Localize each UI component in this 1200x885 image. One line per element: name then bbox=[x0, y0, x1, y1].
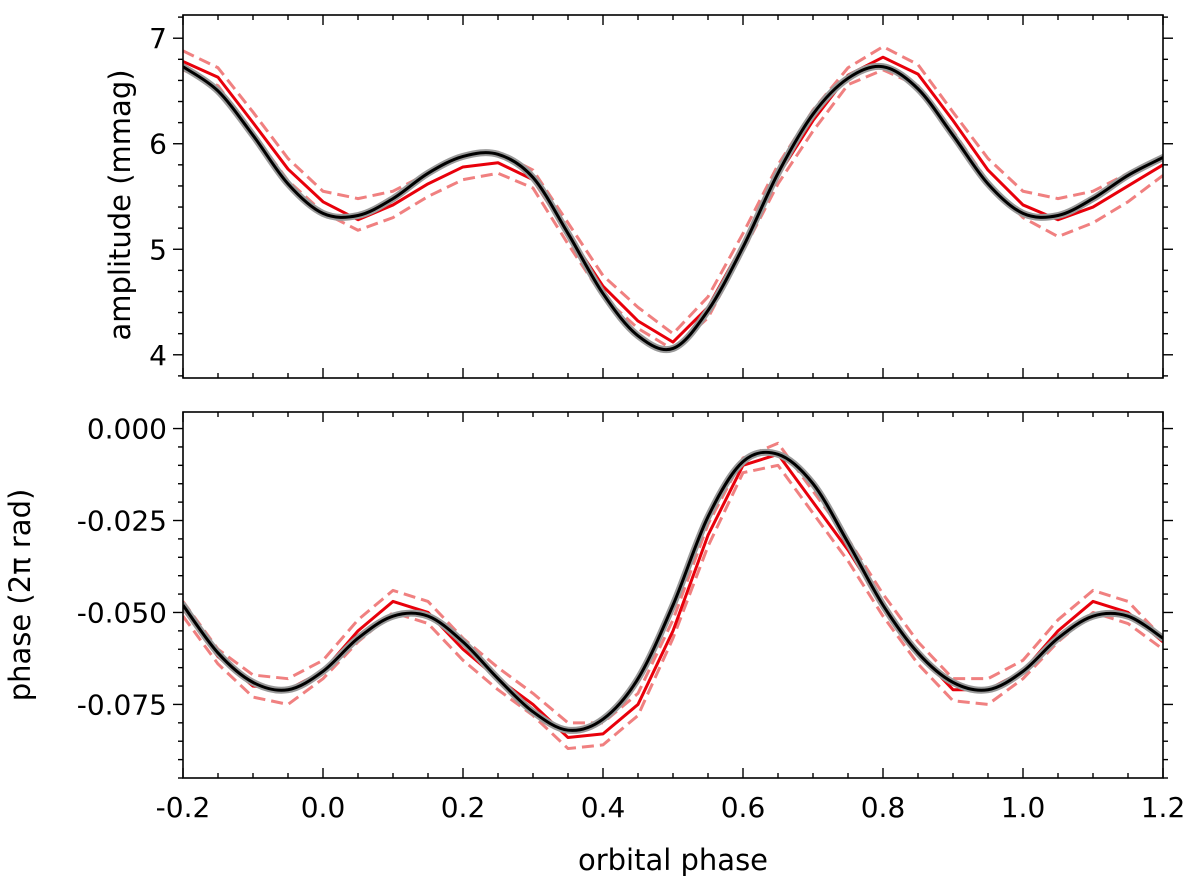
amp-y-tick-label: 7 bbox=[149, 22, 167, 55]
amp-series-dashed-light-red-0 bbox=[183, 45, 1163, 336]
phase-series-dashed-light-red-1 bbox=[183, 463, 1163, 751]
phase-series-dashed-light-red-0 bbox=[183, 441, 1163, 725]
amp-series-solid-black-3 bbox=[183, 64, 1163, 352]
phase-series-solid-red-2 bbox=[183, 452, 1163, 740]
phase-x-tick-label: 1.0 bbox=[1001, 791, 1046, 824]
phase-x-tick-label: 0.0 bbox=[301, 791, 346, 824]
phase-x-tick-label: 1.2 bbox=[1141, 791, 1186, 824]
amplitude-ylabel: amplitude (mmag) bbox=[103, 69, 137, 340]
amplitude-panel: 4 5 6 7 bbox=[149, 14, 1173, 379]
amp-y-tick-label: 5 bbox=[149, 233, 167, 266]
phase-series-solid-black-3-band bbox=[183, 448, 1163, 734]
phase-ylabel: phase (2π rad) bbox=[3, 489, 37, 702]
phase-x-tick-label: -0.2 bbox=[156, 791, 211, 824]
phase-x-tick-label: 0.8 bbox=[861, 791, 906, 824]
phase-panel: 0.000 -0.025 -0.050 -0.075 -0.2 0.0 0.2 0.4 0.6 0… bbox=[77, 411, 1186, 824]
xlabel: orbital phase bbox=[578, 843, 768, 877]
phase-x-tick-label: 0.4 bbox=[581, 791, 626, 824]
amp-y-tick-label: 6 bbox=[149, 128, 167, 161]
phase-plot-area bbox=[183, 441, 1163, 751]
phase-x-tick-label: 0.6 bbox=[721, 791, 766, 824]
phase-y-tick-label: -0.075 bbox=[77, 688, 167, 721]
phase-frame bbox=[182, 411, 1164, 779]
phase-x-tick-label: 0.2 bbox=[441, 791, 486, 824]
amp-plot-area bbox=[183, 45, 1163, 354]
amp-series-solid-red-2 bbox=[183, 55, 1163, 344]
phase-y-tick-label: -0.050 bbox=[77, 596, 167, 629]
phase-series-solid-black-3 bbox=[183, 450, 1163, 732]
amp-y-tick-label: 4 bbox=[149, 339, 167, 372]
phase-y-tick-label: 0.000 bbox=[87, 413, 167, 446]
phase-y-tick-label: -0.025 bbox=[77, 505, 167, 538]
